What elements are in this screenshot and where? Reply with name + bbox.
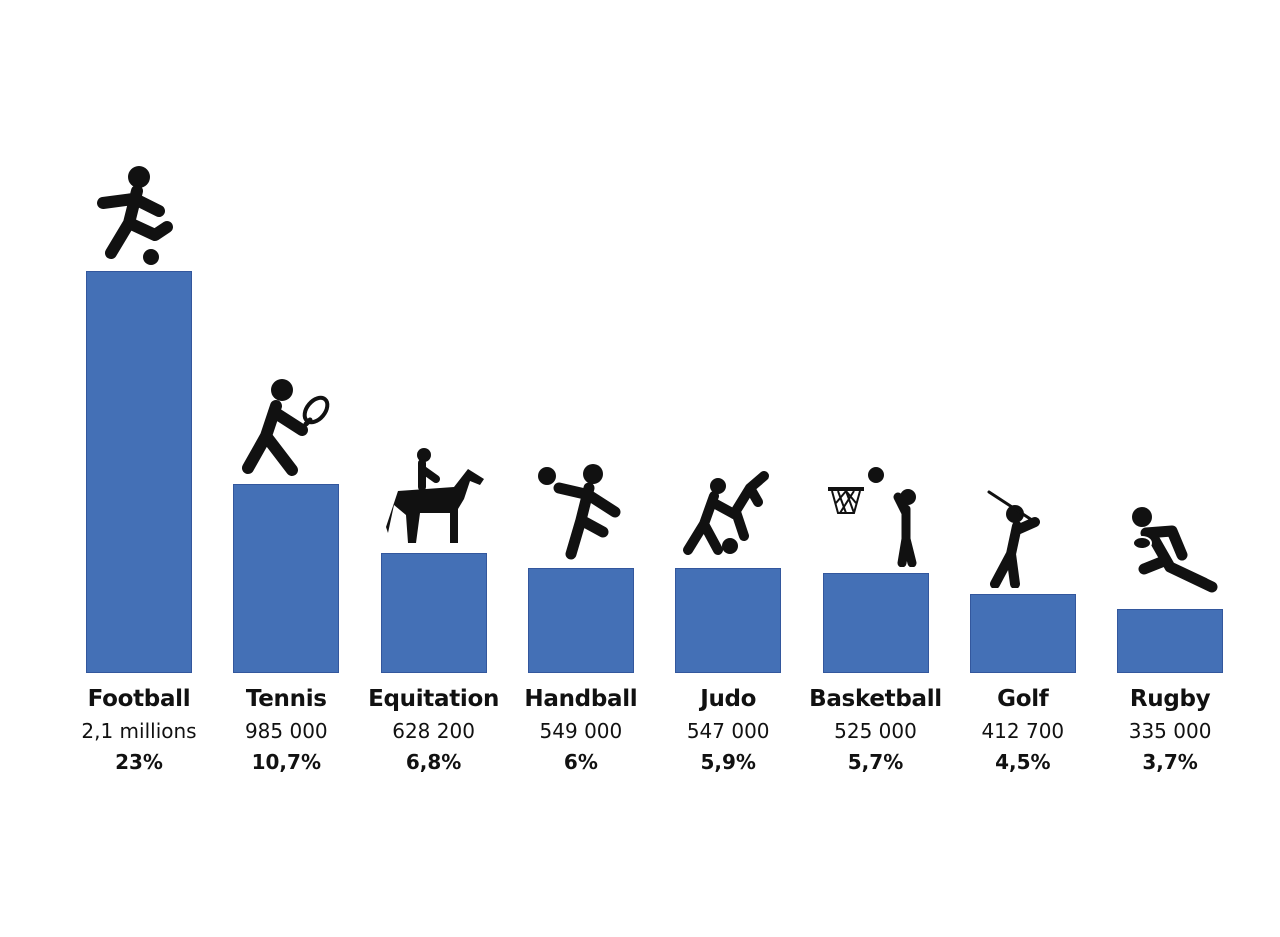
percent-label: 5,9% [700,750,756,774]
handball-player-icon [537,463,621,560]
count-label: 547 000 [686,719,770,743]
count-label: 525 000 [834,719,917,743]
golfer-icon [987,490,1040,588]
category-label: Football [87,686,191,712]
percent-label: 5,7% [847,750,904,774]
tennis-player-icon [242,379,330,477]
count-label: 2,1 millions [81,719,197,743]
count-label: 412 700 [981,719,1065,743]
bar-equitation [380,552,487,673]
judo-fighters-icon [683,471,770,556]
percent-label: 23% [115,750,163,774]
percent-label: 6,8% [405,750,462,774]
bar-golf [969,593,1076,673]
bar-tennis [233,484,340,673]
horse-rider-icon [385,447,484,543]
bar-football [86,271,192,673]
category-label: Handball [524,686,638,712]
percent-label: 6% [563,750,598,774]
rugby-player-icon [1132,506,1218,593]
count-label: 549 000 [539,719,623,743]
bar-handball [527,567,634,673]
category-label: Judo [700,686,757,712]
count-label: 985 000 [244,719,328,743]
bar-judo [675,568,782,673]
count-label: 335 000 [1128,719,1212,743]
category-label: Tennis [245,686,327,712]
bar-rugby [1117,608,1224,673]
football-player-icon [97,166,173,265]
category-label: Basketball [809,686,942,712]
count-label: 628 200 [392,719,475,743]
category-label: Equitation [368,686,500,712]
category-label: Rugby [1129,686,1211,712]
percent-label: 3,7% [1142,750,1198,774]
bar-basketball [822,572,929,673]
basketball-player-icon [827,466,916,567]
percent-label: 4,5% [995,750,1051,774]
percent-label: 10,7% [251,750,321,774]
category-label: Golf [997,686,1049,712]
